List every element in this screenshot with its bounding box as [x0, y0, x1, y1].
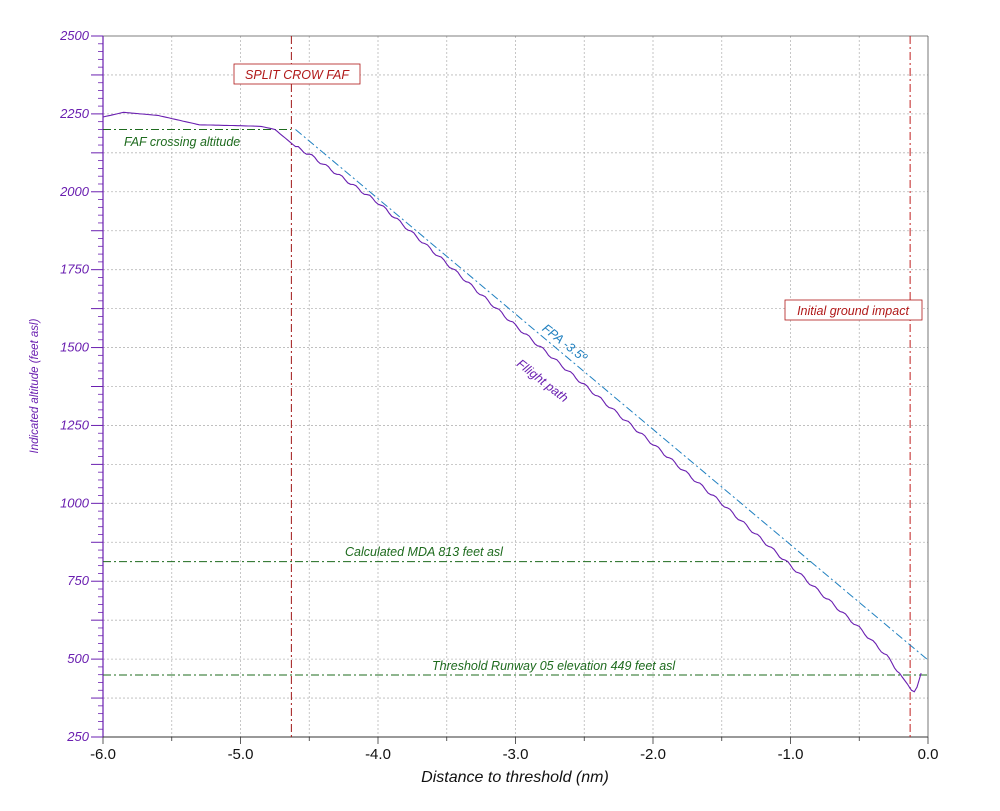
- reference-lines: [103, 36, 928, 737]
- faf-marker-text: SPLIT CROW FAF: [245, 68, 350, 82]
- axes: [91, 35, 929, 744]
- faf-crossing-label: FAF crossing altitude: [124, 135, 240, 149]
- threshold-label: Threshold Runway 05 elevation 449 feet a…: [432, 659, 676, 673]
- y-tick-label: 500: [67, 651, 89, 666]
- mda-label: Calculated MDA 813 feet asl: [345, 545, 504, 559]
- flight-path-line: [102, 111, 922, 693]
- y-tick-label: 2000: [59, 184, 90, 199]
- x-tick-label: -3.0: [503, 746, 529, 763]
- flight-path-series-label: Fllight path: [514, 357, 571, 406]
- faf-marker-label: SPLIT CROW FAF: [233, 63, 361, 85]
- y-tick-label: 750: [67, 573, 89, 588]
- series: [102, 111, 929, 693]
- x-tick-label: -4.0: [365, 746, 391, 763]
- x-tick-label: -1.0: [778, 746, 804, 763]
- y-tick-label: 1500: [60, 340, 90, 355]
- x-tick-label: -6.0: [90, 746, 116, 763]
- y-axis-title: Indicated altitude (feet asl): [29, 318, 41, 453]
- ground-impact-text: Initial ground impact: [797, 304, 909, 318]
- fpa-series-label: FPA -3.5º: [539, 321, 590, 365]
- y-tick-label: 2500: [59, 28, 90, 43]
- x-axis-title: Distance to threshold (nm): [421, 769, 609, 786]
- y-tick-label: 250: [66, 729, 89, 744]
- y-tick-label: 1250: [60, 417, 90, 432]
- x-tick-label: -2.0: [640, 746, 666, 763]
- tick-labels: 2500 2250 2000 1750 1500 1250 1000 750 500 250-6.…: [59, 28, 938, 763]
- x-tick-label: -5.0: [228, 746, 254, 763]
- y-tick-label: 2250: [59, 106, 90, 121]
- ground-impact-label: Initial ground impact: [784, 299, 923, 321]
- fpa-line: [295, 129, 929, 661]
- y-tick-label: 1750: [60, 262, 90, 277]
- y-tick-label: 1000: [60, 495, 90, 510]
- grid: [103, 36, 928, 737]
- x-tick-label: 0.0: [918, 746, 939, 763]
